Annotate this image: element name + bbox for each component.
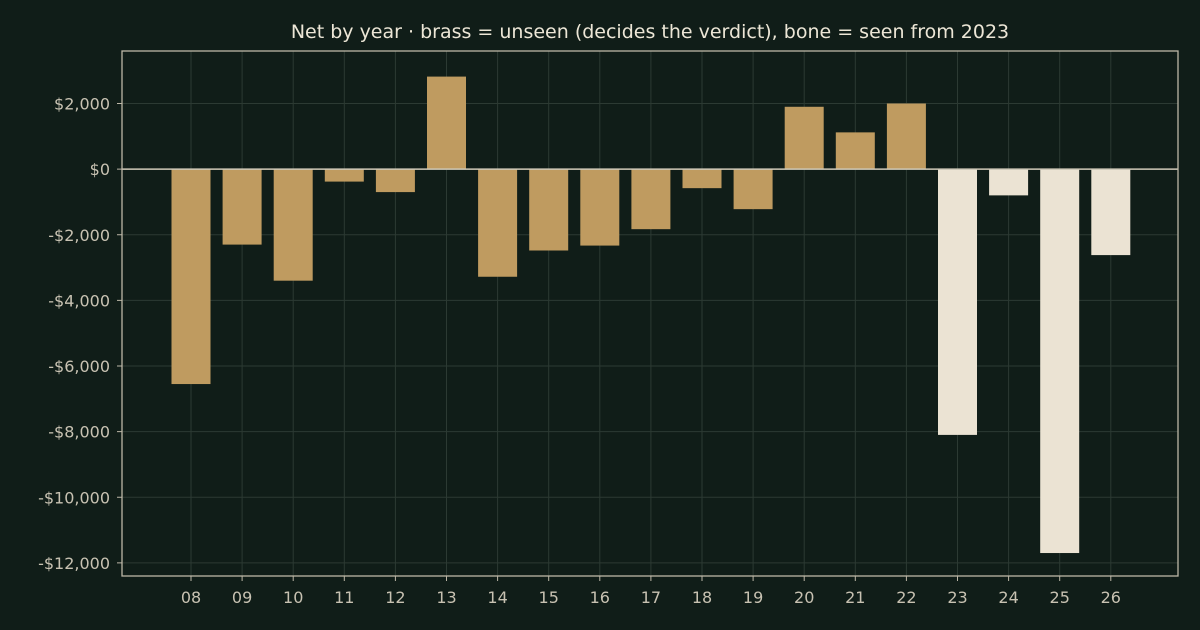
x-tick-label: 20 (794, 588, 814, 607)
x-axis: 08 09 10 11 12 13 14 15 16 17 18 19 20 21 22 23 24 25 26 (181, 576, 1121, 607)
y-tick-label: $2,000 (54, 95, 110, 114)
x-tick-label: 25 (1050, 588, 1070, 607)
plot-frame (121, 50, 1179, 577)
bar-08 (171, 169, 211, 385)
x-tick-label: 24 (998, 588, 1018, 607)
y-tick-label: -$12,000 (38, 554, 110, 573)
bar-24 (989, 169, 1029, 196)
bar-09 (222, 169, 262, 245)
grid (122, 51, 1178, 576)
x-tick-label: 10 (283, 588, 303, 607)
bar-11 (324, 169, 364, 182)
bar-13 (427, 76, 466, 170)
y-tick-label: -$6,000 (48, 357, 110, 376)
x-tick-label: 11 (334, 588, 354, 607)
bar-26 (1091, 169, 1131, 256)
y-tick-label: -$8,000 (48, 423, 110, 442)
x-tick-label: 16 (590, 588, 610, 607)
bar-17 (631, 169, 671, 230)
bar-12 (375, 169, 415, 193)
y-tick-label: -$4,000 (48, 291, 110, 310)
bar-21 (835, 132, 875, 170)
x-tick-label: 23 (947, 588, 967, 607)
y-tick-label: -$2,000 (48, 226, 110, 245)
x-tick-label: 21 (845, 588, 865, 607)
bar-14 (478, 169, 518, 277)
bar-15 (529, 169, 569, 251)
bar-22 (886, 103, 926, 170)
y-axis: $2,000 $0 -$2,000 -$4,000 -$6,000 -$8,000 -$10… (38, 95, 122, 573)
bars (171, 76, 1131, 554)
y-tick-label: -$10,000 (38, 488, 110, 507)
x-tick-label: 18 (692, 588, 712, 607)
x-tick-label: 12 (385, 588, 405, 607)
x-tick-label: 22 (896, 588, 916, 607)
bar-23 (938, 169, 977, 435)
x-tick-label: 17 (641, 588, 661, 607)
bar-18 (682, 169, 722, 189)
x-tick-label: 09 (232, 588, 252, 607)
chart-title: Net by year · brass = unseen (decides th… (291, 21, 1009, 43)
bar-20 (784, 106, 824, 170)
bar-19 (733, 169, 773, 210)
x-tick-label: 08 (181, 588, 201, 607)
y-tick-label: $0 (90, 160, 110, 179)
x-tick-label: 14 (487, 588, 507, 607)
x-tick-label: 13 (436, 588, 456, 607)
bar-25 (1040, 169, 1080, 554)
bar-16 (580, 169, 620, 246)
x-tick-label: 15 (539, 588, 559, 607)
x-tick-label: 19 (743, 588, 763, 607)
bar-10 (273, 169, 313, 281)
x-tick-label: 26 (1101, 588, 1121, 607)
